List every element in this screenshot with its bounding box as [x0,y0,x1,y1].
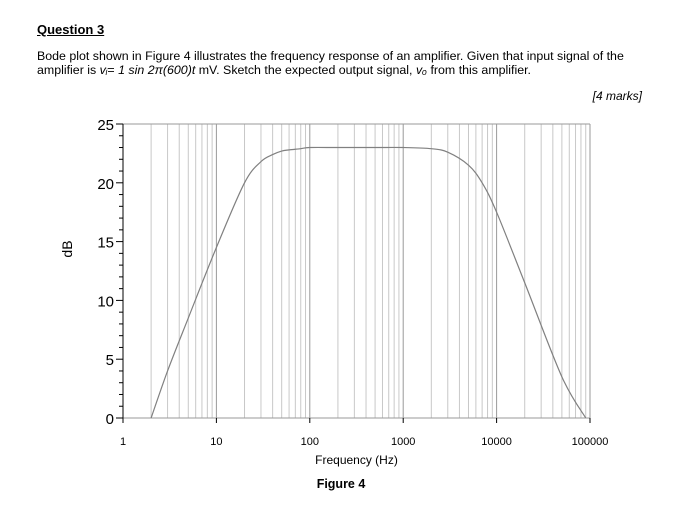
x-tick-label: 100000 [572,436,609,448]
figure-caption: Figure 4 [316,477,366,491]
question-text-part3: from this amplifier. [427,63,532,77]
signal-expression: 1 sin 2π(600)t [118,63,196,77]
question-text-part2: mV. Sketch the expected output signal, [195,63,416,77]
question-title: Question 3 [37,22,105,37]
x-tick-label: 10 [210,436,222,448]
y-tick-label: 25 [97,117,114,134]
x-axis-label: Frequency (Hz) [315,453,398,467]
y-tick-label: 20 [97,176,114,193]
vi-symbol: vᵢ [99,63,108,77]
x-tick-label: 1 [120,436,126,448]
y-tick-label: 0 [106,411,114,428]
vo-symbol: vₒ [415,63,428,77]
y-tick-label: 5 [106,352,114,369]
x-tick-label: 1000 [391,436,415,448]
y-tick-label: 10 [97,293,114,310]
x-tick-label: 100 [301,436,319,448]
question-text-part1: Bode plot shown in Figure 4 illustrates … [37,49,624,77]
frequency-response-line [150,146,587,419]
question-text: Bode plot shown in Figure 4 illustrates … [37,49,652,77]
x-tick-label: 10000 [481,436,512,448]
y-axis-label: dB [59,240,75,257]
equals-sign: = [107,63,119,77]
marks-label: [4 marks] [592,89,642,103]
y-tick-label: 15 [97,235,114,252]
